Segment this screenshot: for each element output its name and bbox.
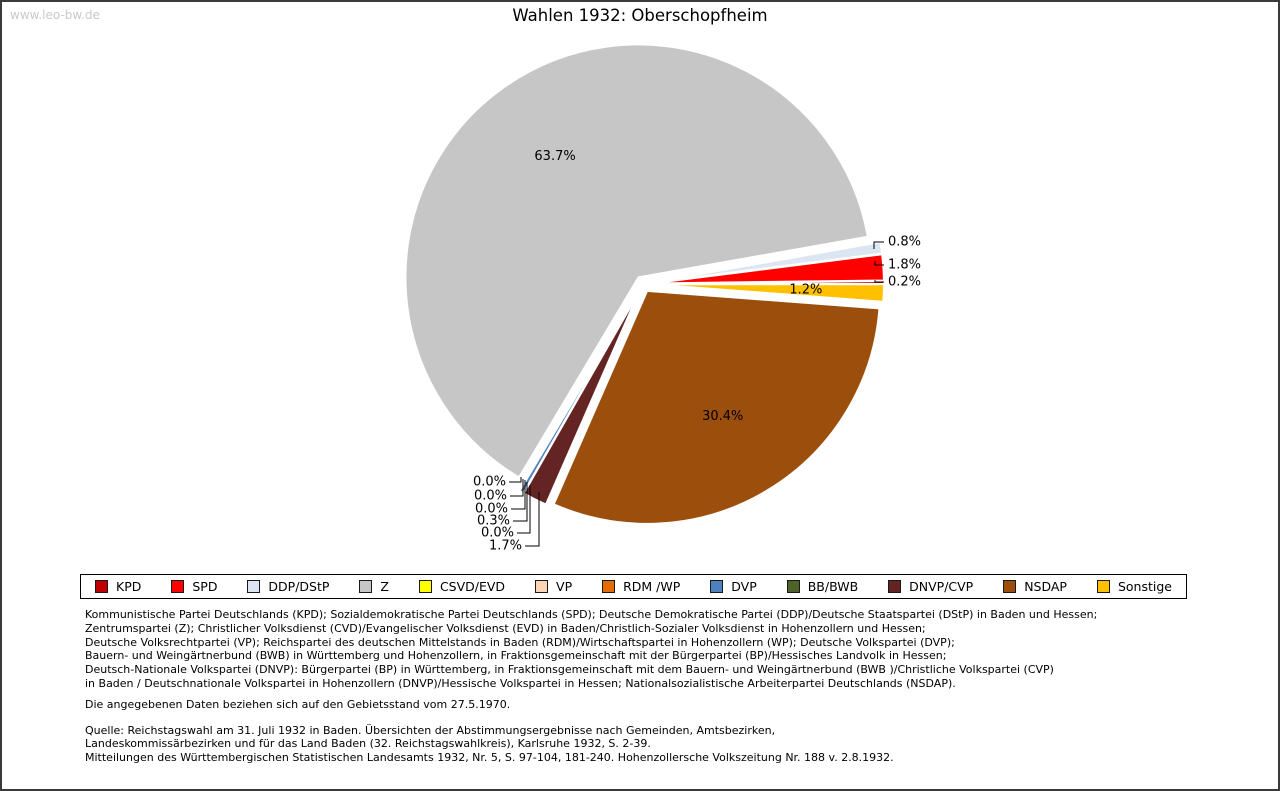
- legend-item: RDM /WP: [602, 579, 680, 594]
- legend-label: BB/BWB: [807, 579, 859, 594]
- legend-item: DVP: [710, 579, 757, 594]
- pie-slice-label: 30.4%: [702, 409, 743, 424]
- footer-line: Quelle: Reichstagswahl am 31. Juli 1932 …: [85, 723, 776, 737]
- pie-slice-sonstige: [649, 283, 885, 303]
- leader-line: [517, 485, 531, 534]
- pie-slice-label: 0.3%: [477, 514, 510, 529]
- pie-chart-svg: 63.7%30.4%1.2%0.8%1.8%0.2%0.0%0.0%0.0%0.…: [404, 43, 921, 554]
- leader-line: [525, 492, 540, 547]
- footer-line: Landeskommissärbezirken und für das Land…: [85, 737, 651, 751]
- footer-line: Deutsche Volksrechtpartei (VP); Reichspa…: [85, 635, 955, 649]
- footer-line: Zentrumspartei (Z); Christlicher Volksdi…: [85, 621, 926, 635]
- legend-swatch: [171, 580, 185, 593]
- footer-line: Bauern- und Weingärtnerbund (BWB) in Wür…: [85, 649, 947, 663]
- legend-item: NSDAP: [1003, 579, 1067, 594]
- leader-line: [510, 479, 524, 497]
- legend-item: DNVP/CVP: [888, 579, 973, 594]
- pie-slice-label: 0.0%: [475, 502, 508, 517]
- legend-swatch: [535, 580, 549, 593]
- legend-item: VP: [535, 579, 572, 594]
- legend-label: DVP: [731, 579, 757, 594]
- pie-slice-label: 1.8%: [888, 258, 921, 273]
- legend-swatch: [1003, 580, 1017, 593]
- pie-slice-label: 0.2%: [888, 275, 921, 290]
- footer-line: Mitteilungen des Württembergischen Stati…: [85, 751, 894, 765]
- pie-slice-label: 0.0%: [473, 475, 506, 490]
- legend-swatch: [1096, 580, 1110, 593]
- legend-label: VP: [556, 579, 573, 594]
- legend-item: KPD: [95, 579, 141, 594]
- pie-slice-label: 0.0%: [481, 526, 514, 541]
- pie-slice-nsdap: [552, 289, 881, 525]
- legend-swatch: [888, 580, 902, 593]
- footer-line: Kommunistische Partei Deutschlands (KPD)…: [85, 608, 1098, 621]
- pie-slice-z: [404, 43, 869, 479]
- legend-item: Sonstige: [1096, 579, 1172, 594]
- pie-slice-label: 0.0%: [474, 489, 507, 504]
- legend-swatch: [418, 580, 432, 593]
- pie-chart: 63.7% 30.4% 1.2% 0.8% 1.8% 0.2% 0.0% 0.0% 0.0% 0.…: [2, 30, 1280, 560]
- footer-line: Deutsch-Nationale Volkspartei (DNVP): Bü…: [85, 663, 1054, 677]
- leader-line: [874, 261, 884, 266]
- leader-line: [513, 482, 528, 522]
- watermark: www.leo-bw.de: [10, 8, 100, 22]
- pie-slice-label: 1.2%: [789, 283, 822, 298]
- legend-label: Sonstige: [1117, 579, 1172, 594]
- pie-slice-label: 0.8%: [888, 235, 921, 250]
- pie-slice-dnvp-cvp: [522, 290, 641, 506]
- legend-label: DDP/DStP: [268, 579, 330, 594]
- footer-line: in Baden / Deutschnationale Volkspartei …: [85, 676, 956, 690]
- legend-swatch: [710, 580, 724, 593]
- legend-label: CSVD/EVD: [439, 579, 506, 594]
- footer: Kommunistische Partei Deutschlands (KPD)…: [85, 608, 1200, 765]
- legend-item: Z: [359, 579, 389, 594]
- leader-line: [509, 477, 522, 483]
- pie-slice-label: 63.7%: [534, 149, 575, 164]
- leader-line: [874, 280, 884, 283]
- legend-swatch: [359, 580, 373, 593]
- legend-label: SPD: [192, 579, 218, 594]
- legend-swatch: [786, 580, 800, 593]
- legend-swatch: [247, 580, 261, 593]
- footer-note: Die angegebenen Daten beziehen sich auf …: [85, 697, 511, 711]
- pie-slice-label: 1.7%: [489, 539, 522, 554]
- page-title: Wahlen 1932: Oberschopfheim: [512, 6, 768, 25]
- legend-item: CSVD/EVD: [418, 579, 506, 594]
- legend-label: DNVP/CVP: [909, 579, 974, 594]
- leader-line: [873, 241, 884, 249]
- footer-source: Quelle: Reichstagswahl am 31. Juli 1932 …: [85, 724, 1200, 765]
- legend-label: RDM /WP: [623, 579, 681, 594]
- leader-line: [511, 480, 526, 510]
- legend-item: DDP/DStP: [247, 579, 329, 594]
- legend-label: KPD: [116, 579, 142, 594]
- legend-label: NSDAP: [1024, 579, 1067, 594]
- legend-swatch: [95, 580, 108, 593]
- legend-label: Z: [380, 579, 389, 594]
- legend-swatch: [602, 580, 616, 593]
- legend: KPD SPD DDP/DStP Z CSVD/EVD VP RDM /WP DVP BB/BW…: [80, 574, 1187, 599]
- legend-item: BB/BWB: [786, 579, 859, 594]
- legend-item: SPD: [171, 579, 217, 594]
- footer-party-legend: Kommunistische Partei Deutschlands (KPD)…: [85, 608, 1200, 691]
